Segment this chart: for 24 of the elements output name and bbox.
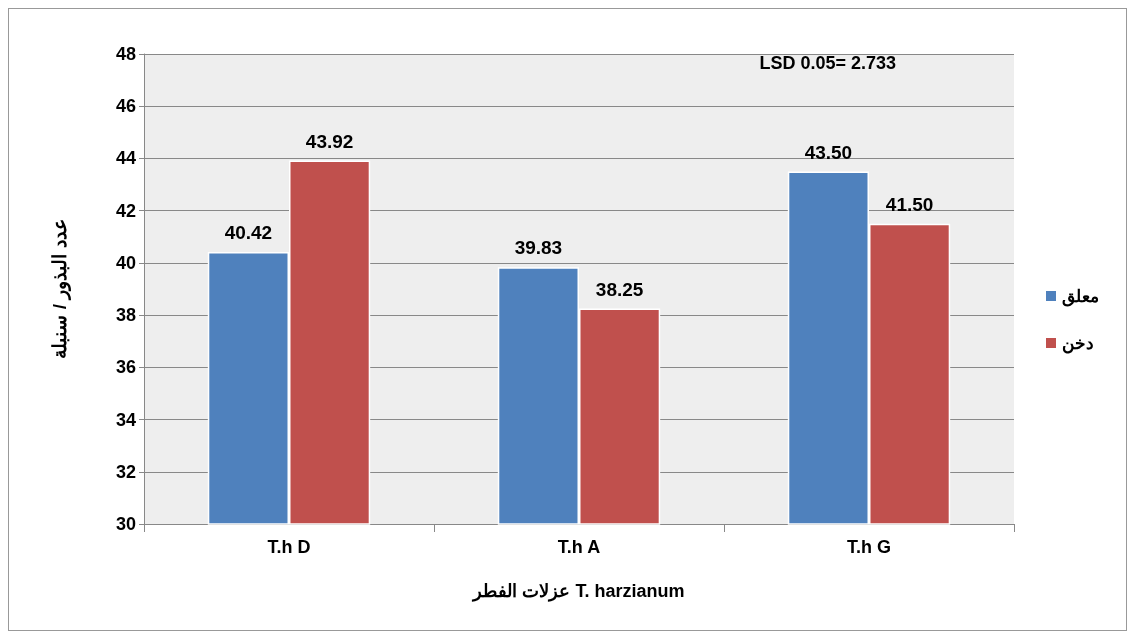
annotation: LSD 0.05= 2.733 — [759, 53, 896, 73]
x-tick-label: T.h A — [557, 537, 601, 557]
y-tick-label: 32 — [115, 461, 136, 482]
y-tick-label: 30 — [115, 514, 136, 534]
y-axis-title: عدد البذور / سنبلة — [49, 219, 71, 359]
data-label: 43.92 — [305, 130, 354, 152]
y-tick-label: 38 — [115, 305, 136, 326]
y-tick-label: 44 — [115, 148, 136, 169]
data-label: 41.50 — [885, 193, 934, 215]
y-tick-label: 34 — [115, 409, 136, 430]
y-tick-label: 40 — [115, 252, 136, 273]
x-tick-label: T.h G — [847, 537, 891, 557]
x-axis-title: عزلات الفطر T. harzianum — [471, 581, 685, 602]
y-tick-label: 46 — [115, 96, 136, 117]
legend-label: معلق — [1062, 286, 1099, 307]
data-label: 38.25 — [595, 278, 644, 300]
legend-label: دخن — [1062, 333, 1094, 354]
data-label: 43.50 — [804, 141, 853, 163]
data-label: 40.42 — [224, 221, 273, 243]
x-tick-label: T.h D — [267, 537, 311, 557]
y-tick-label: 48 — [115, 44, 136, 64]
data-label: 39.83 — [514, 237, 563, 259]
y-tick-label: 42 — [115, 200, 136, 221]
y-tick-label: 36 — [115, 357, 136, 378]
